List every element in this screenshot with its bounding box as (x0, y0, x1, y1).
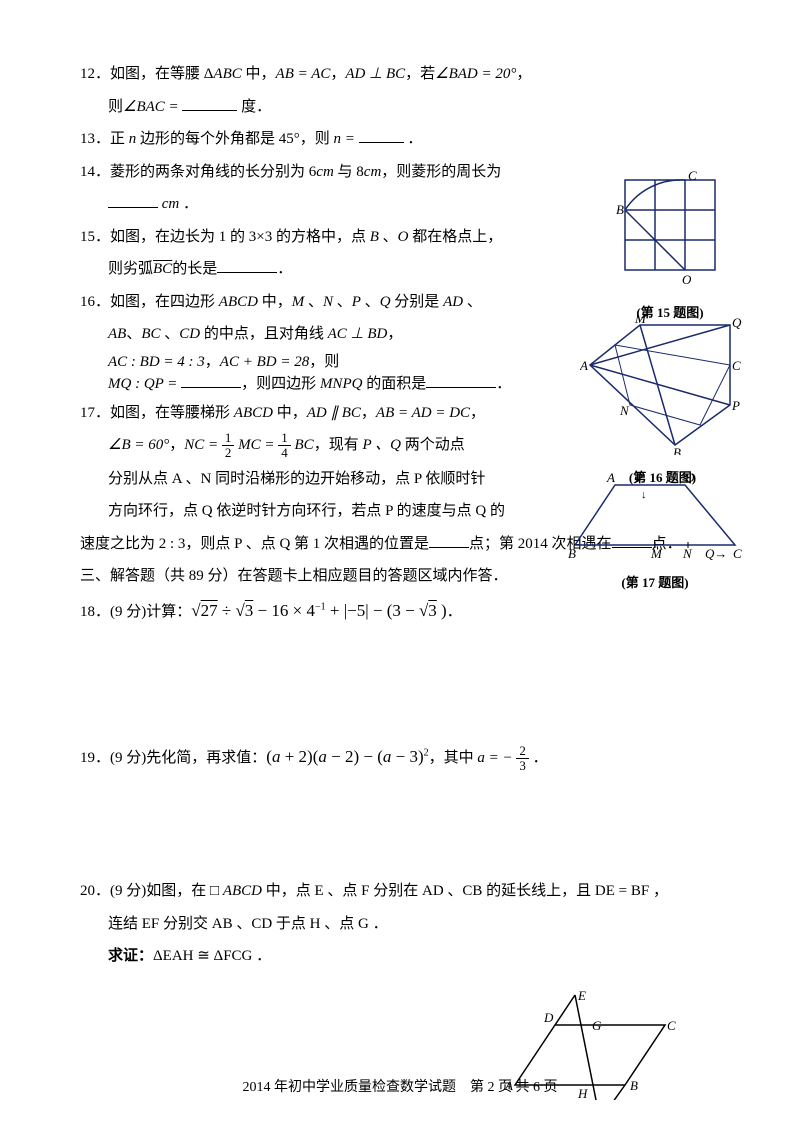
q-num: 15． (80, 229, 110, 245)
svg-text:M: M (650, 546, 663, 560)
figure-17: B A P D M N Q→ C ↓ (第 17 题图) (565, 470, 745, 595)
svg-text:P: P (731, 398, 740, 413)
svg-text:N: N (682, 546, 693, 560)
question-20: 20．(9 分)如图，在 □ ABCD 中，点 E 、点 F 分别在 AD 、C… (80, 877, 720, 906)
svg-text:Q: Q (732, 315, 742, 330)
fig-caption: (第 17 题图) (565, 571, 745, 596)
question-12: 12．如图，在等腰 ΔABC 中，AB = AC，AD ⊥ BC，若∠BAD =… (80, 60, 720, 89)
question-15: 15．如图，在边长为 1 的 3×3 的方格中，点 B 、O 都在格点上， (80, 223, 540, 252)
blank (182, 95, 237, 111)
svg-text:P: P (634, 470, 643, 485)
q-num: 13． (80, 131, 110, 147)
blank (426, 372, 496, 388)
question-19: 19．(9 分)先化简，再求值：(a + 2)(a − 2) − (a − 3)… (80, 741, 720, 773)
blank (429, 532, 469, 548)
question-17: 17．如图，在等腰梯形 ABCD 中，AD ∥ BC，AB = AD = DC， (80, 399, 530, 428)
q-num: 20． (80, 883, 110, 899)
question-16: 16．如图，在四边形 ABCD 中，M 、N 、P 、Q 分别是 AD 、 (80, 288, 530, 317)
svg-text:N: N (619, 403, 630, 418)
svg-text:↓: ↓ (641, 489, 647, 501)
svg-text:M: M (634, 315, 647, 326)
blank (217, 257, 277, 273)
q12-line2: 则∠BAC = 度． (80, 93, 720, 122)
svg-text:C: C (733, 546, 742, 560)
q-num: 18． (80, 604, 110, 620)
q16-line2: AB、BC 、CD 的中点，且对角线 AC ⊥ BD， (80, 320, 538, 349)
figure-15: B C O (第 15 题图) (610, 170, 730, 325)
question-13: 13．正 n 边形的每个外角都是 45°，则 n = ． (80, 125, 720, 154)
svg-text:Q→: Q→ (705, 546, 727, 560)
q16-line3: AC : BD = 4 : 3，AC + BD = 28，则 MQ : QP =… (80, 353, 538, 395)
svg-text:D: D (684, 470, 695, 485)
svg-text:B: B (616, 202, 624, 217)
page-footer: 2014 年初中学业质量检查数学试题 第 2 页 共 6 页 (0, 1075, 800, 1102)
svg-text:G: G (592, 1018, 602, 1033)
q20-line3: 求证：ΔEAH ≅ ΔFCG ． (80, 942, 720, 971)
q20-line2: 连结 EF 分别交 AB 、CD 于点 H 、点 G ． (80, 910, 720, 939)
svg-text:C: C (732, 358, 741, 373)
svg-text:B: B (673, 445, 681, 455)
svg-text:O: O (682, 272, 692, 287)
q-num: 16． (80, 294, 110, 310)
q17-line3: 分别从点 A 、N 同时沿梯形的边开始移动，点 P 依顺时针 (80, 465, 538, 494)
svg-text:A: A (606, 470, 615, 485)
question-14: 14．菱形的两条对角线的长分别为 6cm 与 8cm，则菱形的周长为 (80, 158, 540, 187)
q-num: 17． (80, 405, 110, 421)
q-num: 19． (80, 750, 110, 766)
q-num: 14． (80, 164, 110, 180)
blank (108, 192, 158, 208)
blank (181, 372, 241, 388)
quad-diagram: A M Q C P B N (580, 315, 745, 455)
svg-text:A: A (580, 358, 588, 373)
q17-line4: 方向环行，点 Q 依逆时针方向环行，若点 P 的速度与点 Q 的 (80, 497, 538, 526)
trapezoid-diagram: B A P D M N Q→ C ↓ (565, 470, 745, 560)
svg-text:C: C (667, 1018, 676, 1033)
svg-text:B: B (568, 546, 576, 560)
svg-text:E: E (577, 990, 586, 1003)
q17-line2: ∠B = 60°，NC = 12 MC = 14 BC，现有 P 、Q 两个动点 (80, 431, 538, 461)
grid-diagram: B C O (610, 170, 730, 290)
q-num: 12． (80, 66, 110, 82)
question-18: 18．(9 分)计算：√27 ÷ √3 − 16 × 4−1 + |−5| − … (80, 595, 720, 627)
svg-text:C: C (688, 170, 697, 183)
figure-16: A M Q C P B N (第 16 题图) (580, 315, 745, 490)
svg-text:D: D (543, 1010, 554, 1025)
blank (359, 127, 404, 143)
